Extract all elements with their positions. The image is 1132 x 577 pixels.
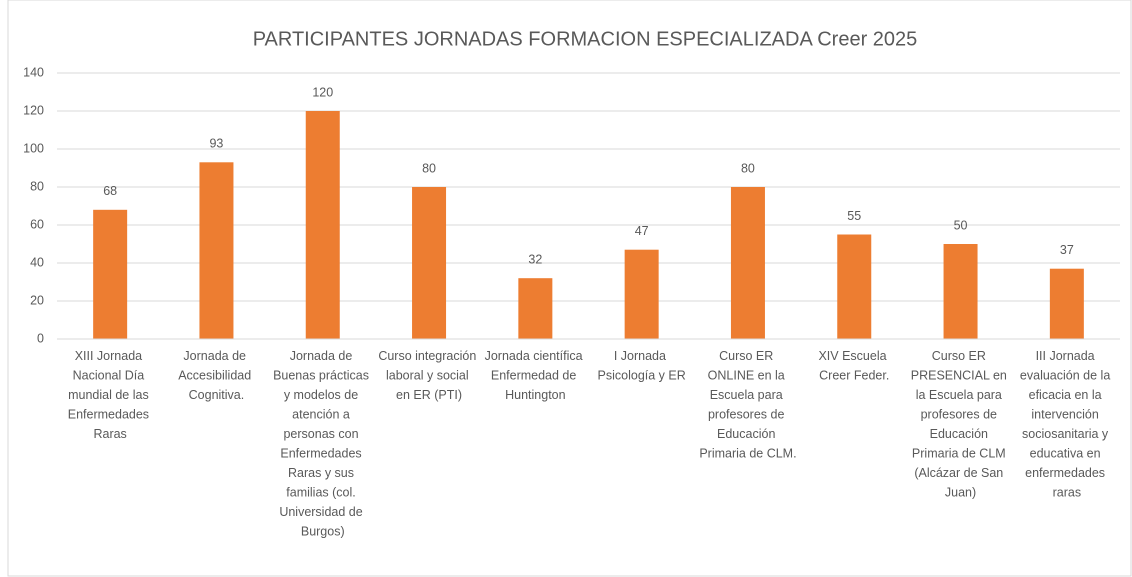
y-tick-label: 140: [23, 65, 44, 79]
y-tick-label: 100: [23, 141, 44, 155]
x-tick-label: XIII Jornada Nacional Día mundial de las…: [68, 349, 153, 441]
x-tick-label: Jornada de Buenas prácticas y modelos de…: [273, 349, 372, 539]
y-tick-label: 40: [30, 255, 44, 269]
x-tick-label: Curso ER PRESENCIAL en la Escuela para p…: [911, 349, 1011, 500]
y-tick-label: 0: [37, 331, 44, 345]
x-tick-label: I Jornada Psicología y ER: [598, 349, 686, 383]
chart-title: PARTICIPANTES JORNADAS FORMACION ESPECIA…: [253, 28, 918, 50]
data-label: 68: [103, 184, 117, 198]
x-tick-label: Jornada científica Enfermedad de Hunting…: [485, 349, 586, 402]
bar: [730, 187, 765, 339]
bar: [624, 249, 659, 339]
data-label: 80: [422, 161, 436, 175]
y-tick-label: 120: [23, 103, 44, 117]
x-tick-label: Jornada de Accesibilidad Cognitiva.: [178, 349, 254, 402]
data-label: 80: [741, 161, 755, 175]
bar: [199, 162, 234, 339]
data-label: 47: [635, 224, 649, 238]
x-tick-label: III Jornada evaluación de la eficacia en…: [1020, 349, 1114, 500]
data-label: 93: [209, 137, 223, 151]
y-tick-label: 80: [30, 179, 44, 193]
x-tick-label: Curso ER ONLINE en la Escuela para profe…: [699, 349, 796, 461]
bar: [943, 244, 978, 339]
bar: [1049, 268, 1084, 339]
data-label: 55: [847, 209, 861, 223]
data-label: 120: [312, 85, 333, 99]
data-label: 32: [528, 252, 542, 266]
y-tick-label: 20: [30, 293, 44, 307]
bar: [305, 111, 340, 339]
bar: [93, 209, 128, 339]
bar: [518, 278, 553, 339]
y-tick-label: 60: [30, 217, 44, 231]
data-label: 50: [954, 218, 968, 232]
data-label: 37: [1060, 243, 1074, 257]
x-tick-label: XIV Escuela Creer Feder.: [818, 349, 890, 383]
bar: [837, 234, 872, 339]
bar: [412, 187, 447, 339]
x-tick-label: Curso integración laboral y social en ER…: [378, 349, 479, 402]
